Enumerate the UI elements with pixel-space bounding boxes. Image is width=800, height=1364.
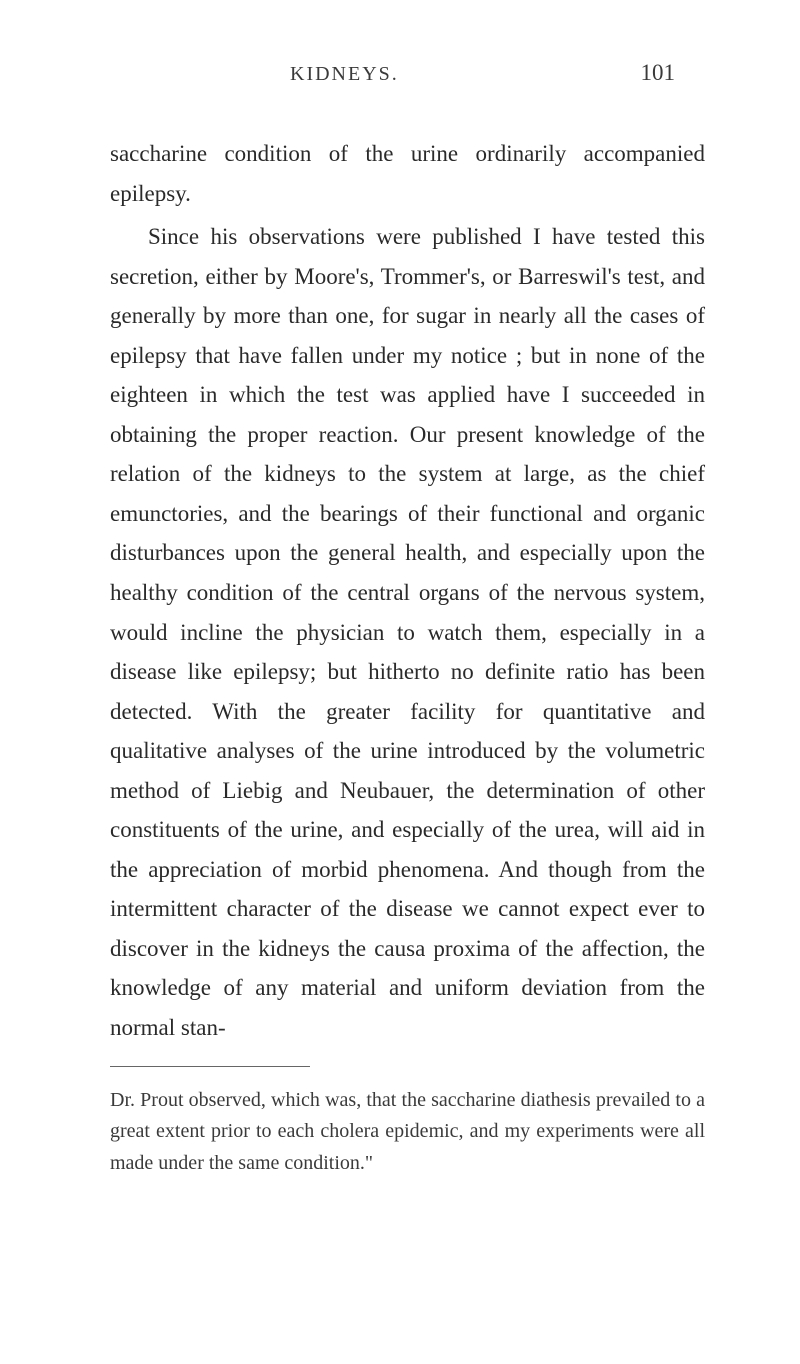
paragraph-1: saccharine condition of the urine ordina… (110, 134, 705, 213)
body-text-container: saccharine condition of the urine ordina… (110, 134, 705, 1048)
footnote: Dr. Prout observed, which was, that the … (110, 1085, 705, 1180)
paragraph-2: Since his observations were published I … (110, 217, 705, 1047)
page-number: 101 (641, 60, 676, 86)
page-header: KIDNEYS. 101 (110, 60, 705, 86)
footnote-divider (110, 1066, 310, 1067)
header-title: KIDNEYS. (290, 63, 399, 86)
